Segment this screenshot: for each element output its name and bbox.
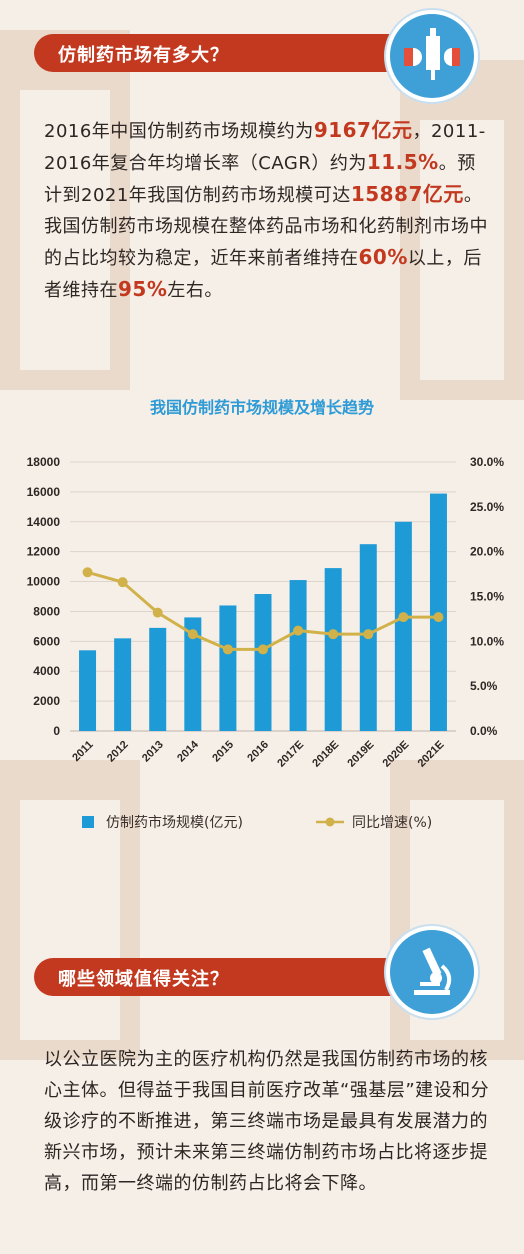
text-segment: 以上，后者维持在 — [44, 248, 482, 301]
x-tick-label: 2014 — [175, 738, 201, 764]
legend-line: 同比增速(%) — [316, 812, 432, 832]
paragraph-market-share: 我国仿制药市场规模在整体药品市场和化药制剂市场中的占比均较为稳定，近年来前者维持… — [44, 211, 494, 306]
bar — [394, 521, 412, 731]
growth-point — [222, 644, 233, 655]
y-left-tick-label: 4000 — [33, 664, 60, 678]
bar — [219, 605, 237, 731]
highlight-figure: 95% — [118, 277, 168, 301]
focus-areas-text: 以公立医院为主的医疗机构仍然是我国仿制药市场的核心主体。但得益于我国目前医疗改革… — [44, 1044, 494, 1199]
text-segment: 左右。 — [167, 280, 223, 301]
y-right-tick-label: 25.0% — [470, 500, 504, 514]
x-tick-label: 2016 — [245, 739, 271, 765]
x-tick-label: 2021E — [416, 739, 447, 770]
x-tick-label: 2011 — [70, 739, 95, 764]
market-size-text: 2016年中国仿制药市场规模约为9167亿元，2011-2016年复合年均增长率… — [44, 115, 494, 306]
bar — [324, 568, 342, 731]
y-right-tick-label: 15.0% — [470, 590, 504, 604]
legend-line-swatch — [316, 817, 344, 827]
y-right-tick-label: 10.0% — [470, 634, 504, 648]
text-segment: 2016年中国仿制药市场规模约为 — [44, 121, 314, 142]
text-segment: 。 — [463, 185, 483, 206]
legend-bar-swatch — [82, 816, 94, 828]
growth-point — [258, 644, 268, 655]
x-tick-label: 2015 — [210, 739, 236, 765]
section-header-market-size: 仿制药市场有多大？ — [34, 34, 454, 72]
market-trend-chart: 0 2000 4000 6000 8000 10000 12000 14000 16000 180… — [27, 455, 505, 770]
highlight-figure: 60% — [358, 245, 408, 269]
text-segment: ，2011-2016年复合年均增长率（CAGR）约为 — [44, 121, 486, 174]
y-left-tick-label: 0 — [53, 724, 60, 738]
growth-point — [187, 629, 198, 640]
text-segment: 。预计到2021年我国仿制药市场规模可达 — [44, 153, 476, 206]
x-tick-label: 2019E — [345, 739, 376, 770]
y-right-tick-label: 20.0% — [470, 545, 504, 559]
microscope-icon — [386, 926, 478, 1018]
y-left-tick-label: 18000 — [27, 455, 61, 469]
growth-point — [398, 612, 409, 623]
growth-point — [433, 612, 444, 623]
y-left-tick-label: 12000 — [27, 545, 61, 559]
growth-point — [363, 629, 374, 640]
y-left-tick-label: 2000 — [33, 694, 60, 708]
growth-point — [328, 629, 339, 640]
x-tick-label: 2013 — [140, 739, 166, 765]
medicine-icon — [386, 10, 478, 102]
paragraph-market-size: 2016年中国仿制药市场规模约为9167亿元，2011-2016年复合年均增长率… — [44, 115, 494, 211]
y-left-tick-label: 6000 — [33, 634, 60, 648]
section-title: 仿制药市场有多大？ — [58, 45, 229, 66]
y-right-tick-label: 0.0% — [470, 724, 498, 738]
text-segment: 以公立医院为主的医疗机构仍然是我国仿制药市场的核心主体。但得益于我国目前医疗改革… — [44, 1049, 490, 1194]
x-tick-label: 2012 — [105, 739, 131, 765]
y-right-tick-label: 30.0% — [470, 455, 504, 469]
highlight-figure: 11.5% — [366, 150, 439, 174]
y-left-tick-label: 14000 — [27, 515, 61, 529]
highlight-figure: 15887亿元 — [350, 182, 464, 206]
bar — [184, 617, 202, 731]
bar — [114, 638, 132, 731]
highlight-figure: 9167亿元 — [313, 118, 413, 142]
growth-point — [117, 577, 128, 588]
growth-point — [152, 607, 163, 618]
y-left-tick-label: 16000 — [27, 485, 61, 499]
text-segment: 我国仿制药市场规模在整体药品市场和化药制剂市场中的占比均较为稳定，近年来前者维持… — [44, 216, 488, 269]
section-title: 哪些领域值得关注？ — [58, 969, 229, 990]
chart-title: 我国仿制药市场规模及增长趋势 — [149, 398, 374, 417]
section-header-focus-areas: 哪些领域值得关注？ — [34, 958, 454, 996]
x-tick-label: 2017E — [275, 739, 306, 770]
legend-line-label: 同比增速(%) — [352, 815, 433, 831]
bar — [79, 650, 97, 731]
legend-bar: 仿制药市场规模(亿元) — [82, 812, 243, 832]
y-left-tick-label: 8000 — [33, 604, 60, 618]
y-right-tick-label: 5.0% — [470, 679, 498, 693]
x-tick-label: 2018E — [310, 739, 341, 770]
growth-point — [82, 567, 93, 578]
bar — [289, 580, 307, 731]
bar — [254, 594, 272, 731]
x-tick-label: 2020E — [381, 739, 412, 770]
growth-point — [293, 625, 304, 636]
y-left-tick-label: 10000 — [27, 575, 61, 589]
paragraph-terminal-market: 以公立医院为主的医疗机构仍然是我国仿制药市场的核心主体。但得益于我国目前医疗改革… — [44, 1044, 494, 1199]
bar — [149, 627, 167, 731]
legend-bar-label: 仿制药市场规模(亿元) — [106, 815, 243, 831]
